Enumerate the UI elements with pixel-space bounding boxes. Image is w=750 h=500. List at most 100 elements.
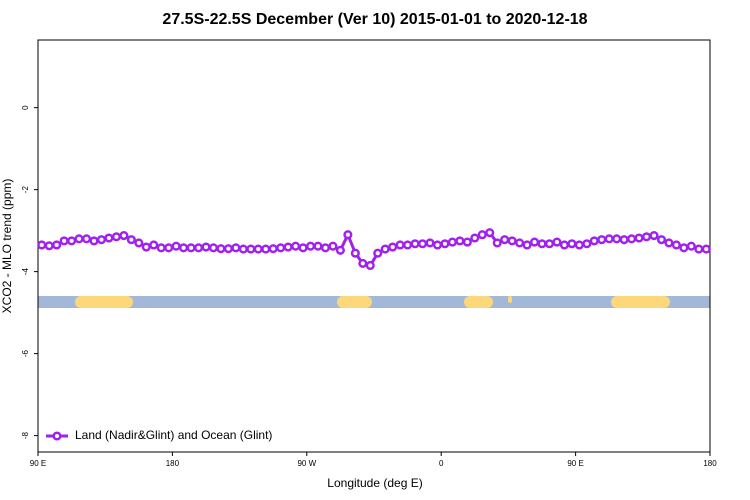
point bbox=[686, 241, 696, 251]
y-tick-label: -6 bbox=[21, 350, 30, 358]
point bbox=[544, 239, 555, 249]
point bbox=[298, 243, 308, 253]
point bbox=[201, 242, 211, 252]
point bbox=[119, 230, 129, 241]
point bbox=[529, 237, 540, 247]
point bbox=[223, 244, 233, 254]
chart-title: 27.5S-22.5S December (Ver 10) 2015-01-01… bbox=[162, 11, 587, 28]
ocean-band bbox=[38, 296, 710, 308]
point bbox=[44, 241, 54, 251]
point bbox=[634, 233, 644, 243]
point bbox=[89, 236, 99, 246]
point bbox=[589, 236, 599, 246]
surface-band bbox=[38, 296, 710, 308]
point bbox=[261, 244, 271, 254]
point bbox=[574, 240, 584, 250]
x-axis-label: Longitude (deg E) bbox=[327, 476, 422, 490]
land-band bbox=[464, 296, 493, 308]
point bbox=[627, 234, 637, 244]
point bbox=[208, 243, 219, 253]
point bbox=[193, 243, 204, 253]
point bbox=[515, 238, 525, 248]
point bbox=[164, 243, 174, 253]
point bbox=[425, 238, 435, 248]
point bbox=[343, 230, 353, 240]
point bbox=[216, 244, 226, 254]
point bbox=[500, 235, 510, 245]
point bbox=[96, 235, 107, 245]
point bbox=[320, 243, 331, 253]
point bbox=[567, 239, 577, 249]
point bbox=[694, 244, 704, 254]
land-band bbox=[75, 296, 133, 308]
y-tick-label: -8 bbox=[21, 432, 30, 440]
point bbox=[59, 236, 69, 246]
point bbox=[111, 232, 121, 242]
point bbox=[388, 242, 398, 252]
point bbox=[410, 239, 420, 249]
x-tick-label: 90 E bbox=[567, 459, 583, 468]
point bbox=[231, 243, 241, 253]
point bbox=[52, 240, 62, 250]
point bbox=[582, 239, 592, 249]
y-tick-label: 0 bbox=[21, 105, 30, 110]
point bbox=[365, 260, 375, 271]
point bbox=[141, 242, 151, 252]
legend-label: Land (Nadir&Glint) and Ocean (Glint) bbox=[75, 428, 272, 442]
point bbox=[417, 239, 428, 249]
point bbox=[37, 240, 47, 250]
point bbox=[276, 243, 286, 253]
point bbox=[104, 233, 114, 243]
point bbox=[492, 238, 502, 248]
point bbox=[522, 240, 532, 250]
x-tick-label: 180 bbox=[166, 459, 180, 468]
x-tick-label: 0 bbox=[439, 459, 444, 468]
point bbox=[171, 241, 181, 251]
land-band bbox=[508, 296, 512, 303]
point bbox=[81, 234, 92, 244]
point bbox=[671, 240, 681, 250]
point bbox=[597, 235, 607, 245]
point bbox=[335, 245, 345, 255]
point bbox=[246, 244, 256, 254]
point bbox=[612, 234, 622, 244]
point bbox=[649, 230, 659, 241]
point bbox=[313, 241, 323, 251]
point bbox=[74, 234, 84, 244]
point bbox=[440, 239, 450, 249]
point bbox=[350, 248, 360, 258]
point bbox=[373, 248, 383, 258]
land-band bbox=[611, 296, 670, 308]
point bbox=[291, 241, 301, 251]
point bbox=[477, 230, 487, 240]
point bbox=[358, 258, 368, 268]
point bbox=[253, 244, 263, 254]
point bbox=[537, 239, 547, 249]
point bbox=[134, 238, 144, 248]
point bbox=[380, 244, 390, 254]
point bbox=[462, 237, 472, 247]
point bbox=[432, 240, 443, 250]
point bbox=[179, 243, 189, 253]
point bbox=[619, 235, 629, 245]
point bbox=[470, 233, 480, 243]
point bbox=[679, 243, 689, 253]
point bbox=[664, 238, 674, 248]
point bbox=[403, 240, 413, 250]
point bbox=[156, 243, 166, 253]
point bbox=[305, 241, 316, 251]
y-tick-label: -2 bbox=[21, 186, 30, 194]
legend-marker bbox=[52, 431, 62, 441]
x-tick-label: 90 W bbox=[297, 459, 316, 468]
y-tick-label: -4 bbox=[21, 268, 30, 276]
point bbox=[238, 244, 248, 254]
point bbox=[328, 241, 338, 251]
x-tick-label: 90 E bbox=[30, 459, 46, 468]
point bbox=[395, 240, 405, 250]
point bbox=[559, 240, 569, 250]
y-axis-label: XCO2 - MLO trend (ppm) bbox=[0, 179, 14, 314]
x-tick-label: 180 bbox=[703, 459, 717, 468]
land-band bbox=[337, 296, 372, 308]
point bbox=[149, 240, 159, 250]
